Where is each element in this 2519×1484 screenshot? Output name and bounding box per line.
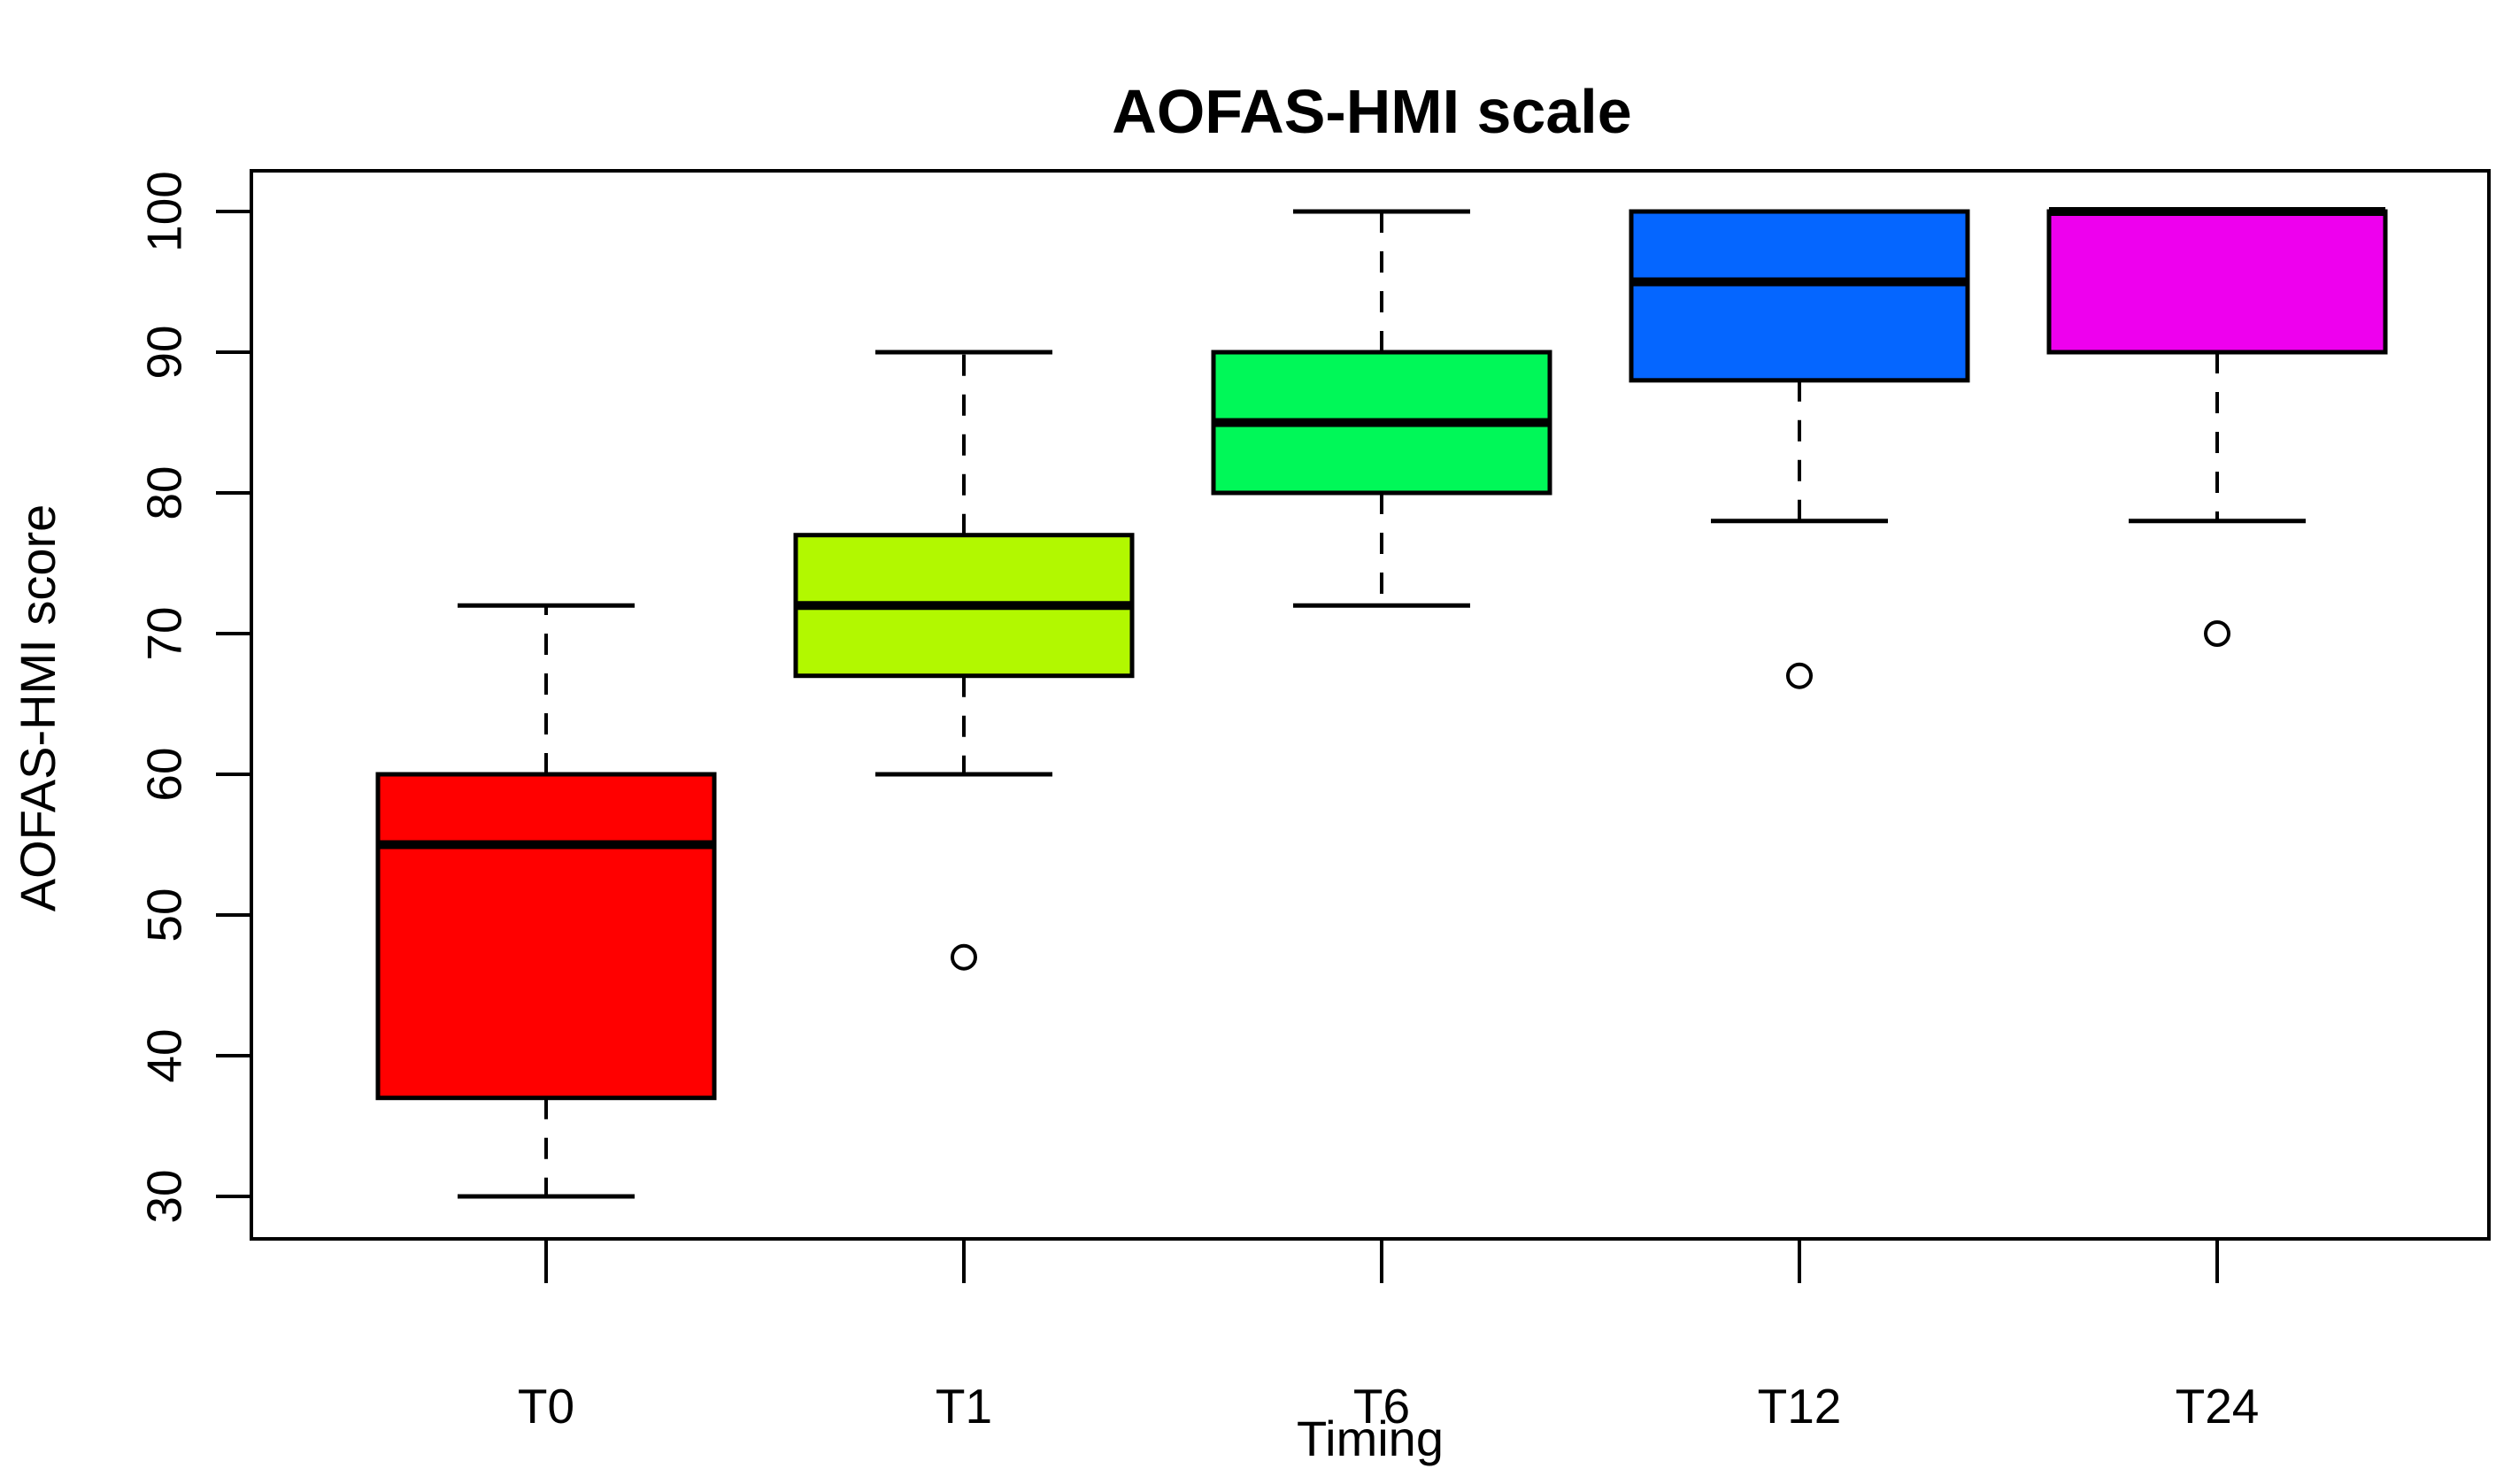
boxplot-group-T1 xyxy=(793,350,1135,971)
x-tick-label-T0: T0 xyxy=(518,1379,574,1434)
boxplot-series xyxy=(375,207,2388,1199)
boxplot-group-T6 xyxy=(1211,209,1552,608)
y-tick-label-100: 100 xyxy=(136,171,191,252)
y-tick-label-90: 90 xyxy=(136,325,191,379)
y-axis: 30 40 50 60 70 80 90 100 xyxy=(136,171,251,1224)
y-tick-label-50: 50 xyxy=(136,888,191,942)
x-axis: T0 T1 T6 T12 T24 xyxy=(518,1239,2259,1434)
x-tick-label-T6: T6 xyxy=(1353,1379,1410,1434)
outlier-T24-70 xyxy=(2204,620,2230,647)
chart-title: AOFAS-HMI scale xyxy=(1112,77,1631,146)
y-tick-label-80: 80 xyxy=(136,465,191,519)
x-tick-label-T1: T1 xyxy=(936,1379,992,1434)
y-tick-label-60: 60 xyxy=(136,747,191,801)
box-T12 xyxy=(1629,209,1970,383)
boxplot-group-T0 xyxy=(375,603,717,1199)
y-tick-label-30: 30 xyxy=(136,1169,191,1223)
x-axis-title: Timing xyxy=(1297,1411,1444,1466)
plot-frame xyxy=(250,169,2491,1241)
boxplot-group-T24 xyxy=(2046,207,2388,647)
y-tick-label-70: 70 xyxy=(136,606,191,660)
box-T0 xyxy=(375,772,717,1101)
box-T24 xyxy=(2046,209,2388,355)
y-axis-title: AOFAS-HMI score xyxy=(10,504,65,912)
outlier-T1-47 xyxy=(951,943,977,971)
boxplot-group-T12 xyxy=(1629,209,1970,689)
x-tick-label-T12: T12 xyxy=(1758,1379,1842,1434)
outlier-T12-67 xyxy=(1786,662,1813,689)
x-tick-label-T24: T24 xyxy=(2176,1379,2260,1434)
y-tick-label-40: 40 xyxy=(136,1028,191,1082)
